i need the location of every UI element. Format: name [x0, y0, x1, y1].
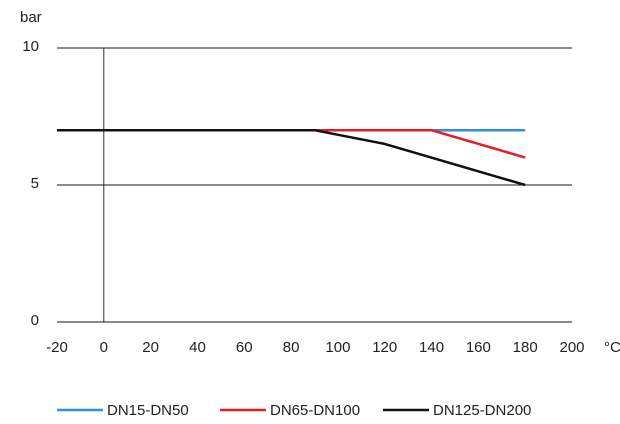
- x-tick-label: 120: [372, 339, 397, 356]
- x-tick-label: 40: [189, 339, 206, 356]
- legend: DN15-DN50 DN65-DN100 DN125-DN200: [57, 402, 531, 419]
- y-tick-label: 10: [22, 38, 39, 55]
- x-tick-label: 140: [419, 339, 444, 356]
- x-tick-label: 180: [513, 339, 538, 356]
- x-tick-label: 60: [236, 339, 253, 356]
- x-tick-label: 0: [100, 339, 108, 356]
- legend-label: DN65-DN100: [270, 402, 360, 419]
- legend-label: DN125-DN200: [433, 402, 531, 419]
- series-lines: [57, 128, 526, 187]
- x-tick-label: 20: [142, 339, 159, 356]
- x-tick-label: 200: [559, 339, 584, 356]
- y-axis-unit: bar: [20, 9, 42, 26]
- grid-lines: [57, 47, 572, 323]
- tick-labels: 0 5 10 -20 0 20 40 60 80 100 120 140 160 180 200: [22, 38, 584, 356]
- x-tick-label: 160: [466, 339, 491, 356]
- legend-label: DN15-DN50: [107, 402, 189, 419]
- x-tick-label: -20: [46, 339, 68, 356]
- x-axis-unit: °C: [604, 339, 620, 356]
- y-tick-label: 0: [31, 312, 39, 329]
- series-line-dn125-dn200: [57, 128, 526, 187]
- x-tick-label: 100: [325, 339, 350, 356]
- y-tick-label: 5: [31, 175, 39, 192]
- series-line-dn65-dn100: [57, 128, 526, 159]
- x-tick-label: 80: [283, 339, 300, 356]
